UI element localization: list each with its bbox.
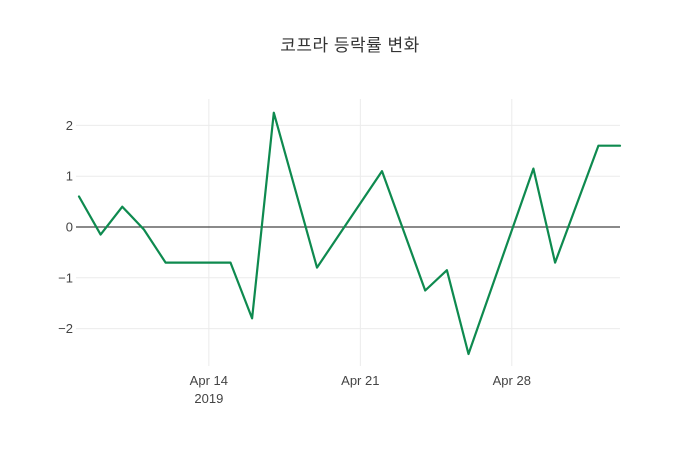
x-axis-tick-label: Apr 21 [341,373,379,388]
data-line-등락률 [77,111,622,356]
y-axis-tick-label: 0 [66,220,73,235]
y-axis-tick-label: −1 [58,270,73,285]
x-axis-tick-label: Apr 28 [493,373,531,388]
x-axis-year-label: 2019 [194,391,223,406]
y-axis-tick-label: −2 [58,321,73,336]
chart-title: 코프라 등락률 변화 [280,36,420,55]
x-axis-tick-label: Apr 14 [190,373,228,388]
y-axis-tick-label: 2 [66,118,73,133]
y-axis-tick-label: 1 [66,169,73,184]
